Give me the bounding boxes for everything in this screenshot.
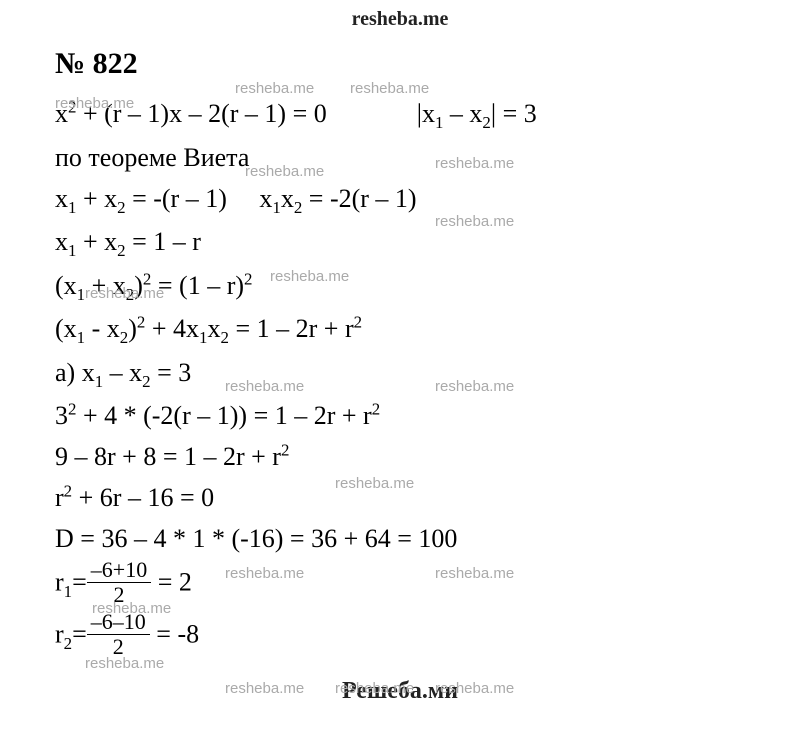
calc-2: 9 – 8r + 8 = 1 – 2r + r2 — [55, 437, 765, 476]
header-site: resheba.me — [0, 0, 800, 31]
root-1: r1=–6+102 = 2 — [55, 560, 765, 609]
calc-1: 32 + 4 * (-2(r – 1)) = 1 – 2r + r2 — [55, 396, 765, 435]
equation-row: x2 + (r – 1)x – 2(r – 1) = 0 |x1 – x2| =… — [55, 94, 765, 136]
sum-simplified: x1 + x2 = 1 – r — [55, 222, 765, 264]
condition: |x1 – x2| = 3 — [417, 94, 537, 136]
vieta-label: по теореме Виета — [55, 138, 765, 177]
solution-content: № 822 x2 + (r – 1)x – 2(r – 1) = 0 |x1 –… — [0, 31, 800, 661]
calc-3: r2 + 6r – 16 = 0 — [55, 478, 765, 517]
footer-brand: Решеба.ми — [0, 663, 800, 705]
sum-squared: (x1 + x2)2 = (1 – r)2 — [55, 266, 765, 308]
vieta-sum-prod: x1 + x2 = -(r – 1) x1x2 = -2(r – 1) — [55, 179, 765, 221]
diff-squared-identity: (x1 - x2)2 + 4x1x2 = 1 – 2r + r2 — [55, 309, 765, 351]
root-2: r2=–6–102 = -8 — [55, 612, 765, 661]
problem-number: № 822 — [55, 41, 765, 86]
discriminant: D = 36 – 4 * 1 * (-16) = 36 + 64 = 100 — [55, 519, 765, 558]
case-a: а) x1 – x2 = 3 — [55, 353, 765, 395]
main-equation: x2 + (r – 1)x – 2(r – 1) = 0 — [55, 94, 327, 136]
